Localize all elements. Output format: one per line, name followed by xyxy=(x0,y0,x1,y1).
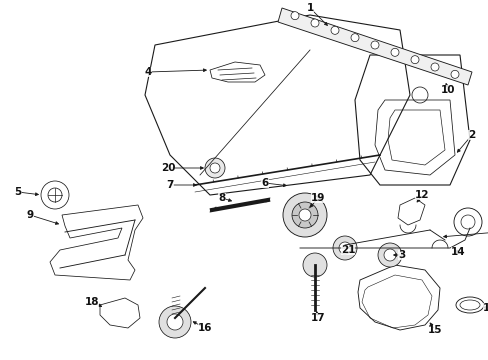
Text: 3: 3 xyxy=(398,250,405,260)
Text: 8: 8 xyxy=(218,193,225,203)
Circle shape xyxy=(283,193,326,237)
Circle shape xyxy=(330,26,338,34)
Text: 20: 20 xyxy=(161,163,175,173)
Circle shape xyxy=(332,236,356,260)
Text: 18: 18 xyxy=(84,297,99,307)
Text: 6: 6 xyxy=(261,178,268,188)
Text: 13: 13 xyxy=(482,303,488,313)
Circle shape xyxy=(450,70,458,78)
Text: 21: 21 xyxy=(340,245,354,255)
Text: 5: 5 xyxy=(14,187,21,197)
Text: 2: 2 xyxy=(468,130,475,140)
Circle shape xyxy=(290,12,298,20)
Circle shape xyxy=(303,253,326,277)
Circle shape xyxy=(410,56,418,64)
Circle shape xyxy=(383,249,395,261)
Text: 4: 4 xyxy=(144,67,151,77)
Circle shape xyxy=(204,158,224,178)
Circle shape xyxy=(298,209,310,221)
Circle shape xyxy=(209,163,220,173)
Circle shape xyxy=(338,242,350,254)
Circle shape xyxy=(350,34,358,42)
Text: 16: 16 xyxy=(197,323,212,333)
Circle shape xyxy=(291,202,317,228)
Polygon shape xyxy=(278,8,471,85)
Circle shape xyxy=(390,48,398,56)
Text: 7: 7 xyxy=(166,180,173,190)
Text: 15: 15 xyxy=(427,325,441,335)
Text: 19: 19 xyxy=(310,193,325,203)
Text: 1: 1 xyxy=(306,3,313,13)
Circle shape xyxy=(370,41,378,49)
Circle shape xyxy=(167,314,183,330)
Text: 17: 17 xyxy=(310,313,325,323)
Text: 12: 12 xyxy=(414,190,428,200)
Text: 10: 10 xyxy=(440,85,454,95)
Circle shape xyxy=(159,306,191,338)
Text: 14: 14 xyxy=(450,247,465,257)
Text: 9: 9 xyxy=(26,210,34,220)
Circle shape xyxy=(430,63,438,71)
Circle shape xyxy=(310,19,318,27)
Circle shape xyxy=(377,243,401,267)
